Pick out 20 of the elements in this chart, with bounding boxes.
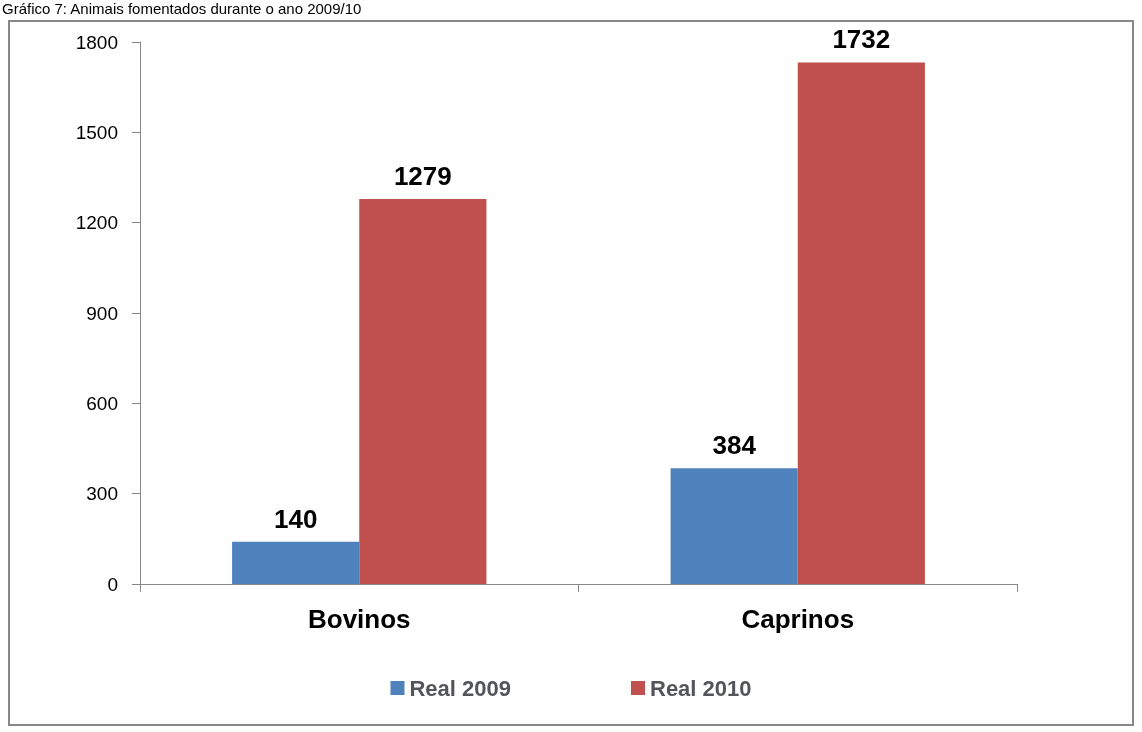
legend-label: Real 2009 [409,675,512,701]
bar [232,541,360,584]
y-tick-label: 1500 [75,121,118,143]
data-label: 1732 [832,24,891,55]
y-tick-label: 600 [86,392,118,414]
x-tick-label: Caprinos [741,604,855,634]
bar [359,198,487,584]
bar [670,468,798,584]
data-label: 1279 [393,160,452,191]
legend-label: Real 2010 [650,675,752,701]
y-tick-label: 900 [86,302,118,324]
y-tick-label: 1800 [75,31,118,53]
x-tick-label: Bovinos [307,604,411,634]
data-label: 384 [712,430,757,461]
y-tick-label: 1200 [75,212,118,234]
data-label: 140 [273,503,318,534]
y-tick-label: 300 [86,483,118,505]
chart-title: Gráfico 7: Animais fomentados durante o ano 2009/10 [2,0,362,17]
bar [797,62,925,584]
y-tick-label: 0 [107,573,118,595]
